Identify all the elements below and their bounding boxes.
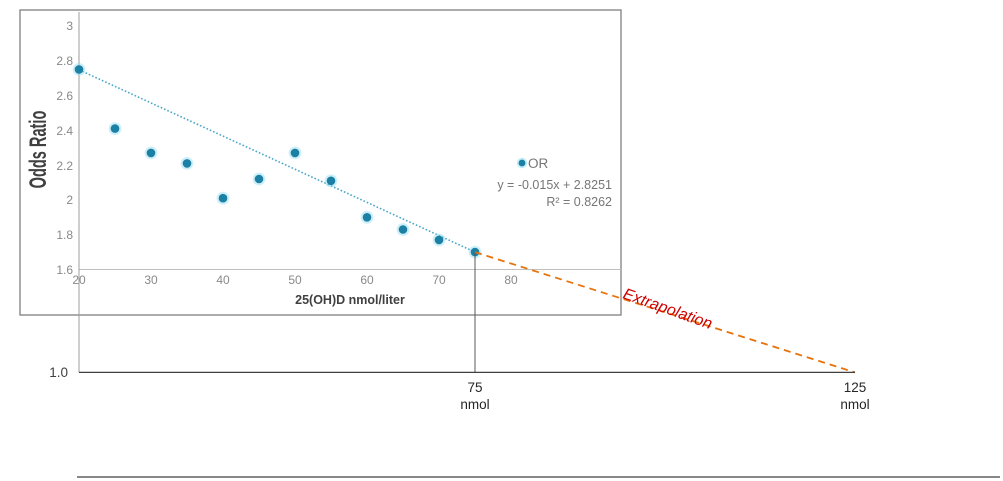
svg-text:OR: OR (528, 156, 549, 171)
svg-text:1.0: 1.0 (49, 365, 68, 380)
svg-text:Odds Ratio: Odds Ratio (25, 111, 52, 189)
svg-text:1.6: 1.6 (56, 263, 73, 277)
svg-text:70: 70 (432, 273, 446, 287)
svg-text:y = -0.015x + 2.8251: y = -0.015x + 2.8251 (497, 178, 612, 192)
svg-text:40: 40 (216, 273, 230, 287)
svg-text:75: 75 (467, 380, 482, 395)
svg-text:25(OH)D nmol/liter: 25(OH)D nmol/liter (295, 293, 405, 307)
svg-text:1.8: 1.8 (56, 228, 73, 242)
svg-text:nmol: nmol (460, 397, 489, 412)
svg-text:2: 2 (66, 193, 73, 207)
svg-text:50: 50 (288, 273, 302, 287)
svg-text:3: 3 (66, 19, 73, 33)
svg-text:2.6: 2.6 (56, 89, 73, 103)
svg-text:125: 125 (844, 380, 867, 395)
svg-text:30: 30 (144, 273, 158, 287)
svg-text:Extrapolation: Extrapolation (621, 286, 715, 333)
svg-text:80: 80 (504, 273, 518, 287)
svg-text:60: 60 (360, 273, 374, 287)
svg-text:nmol: nmol (840, 397, 869, 412)
svg-text:2.4: 2.4 (56, 124, 73, 138)
svg-text:2.2: 2.2 (56, 159, 73, 173)
svg-text:2.8: 2.8 (56, 54, 73, 68)
svg-text:R² = 0.8262: R² = 0.8262 (546, 195, 612, 209)
svg-text:20: 20 (72, 273, 86, 287)
